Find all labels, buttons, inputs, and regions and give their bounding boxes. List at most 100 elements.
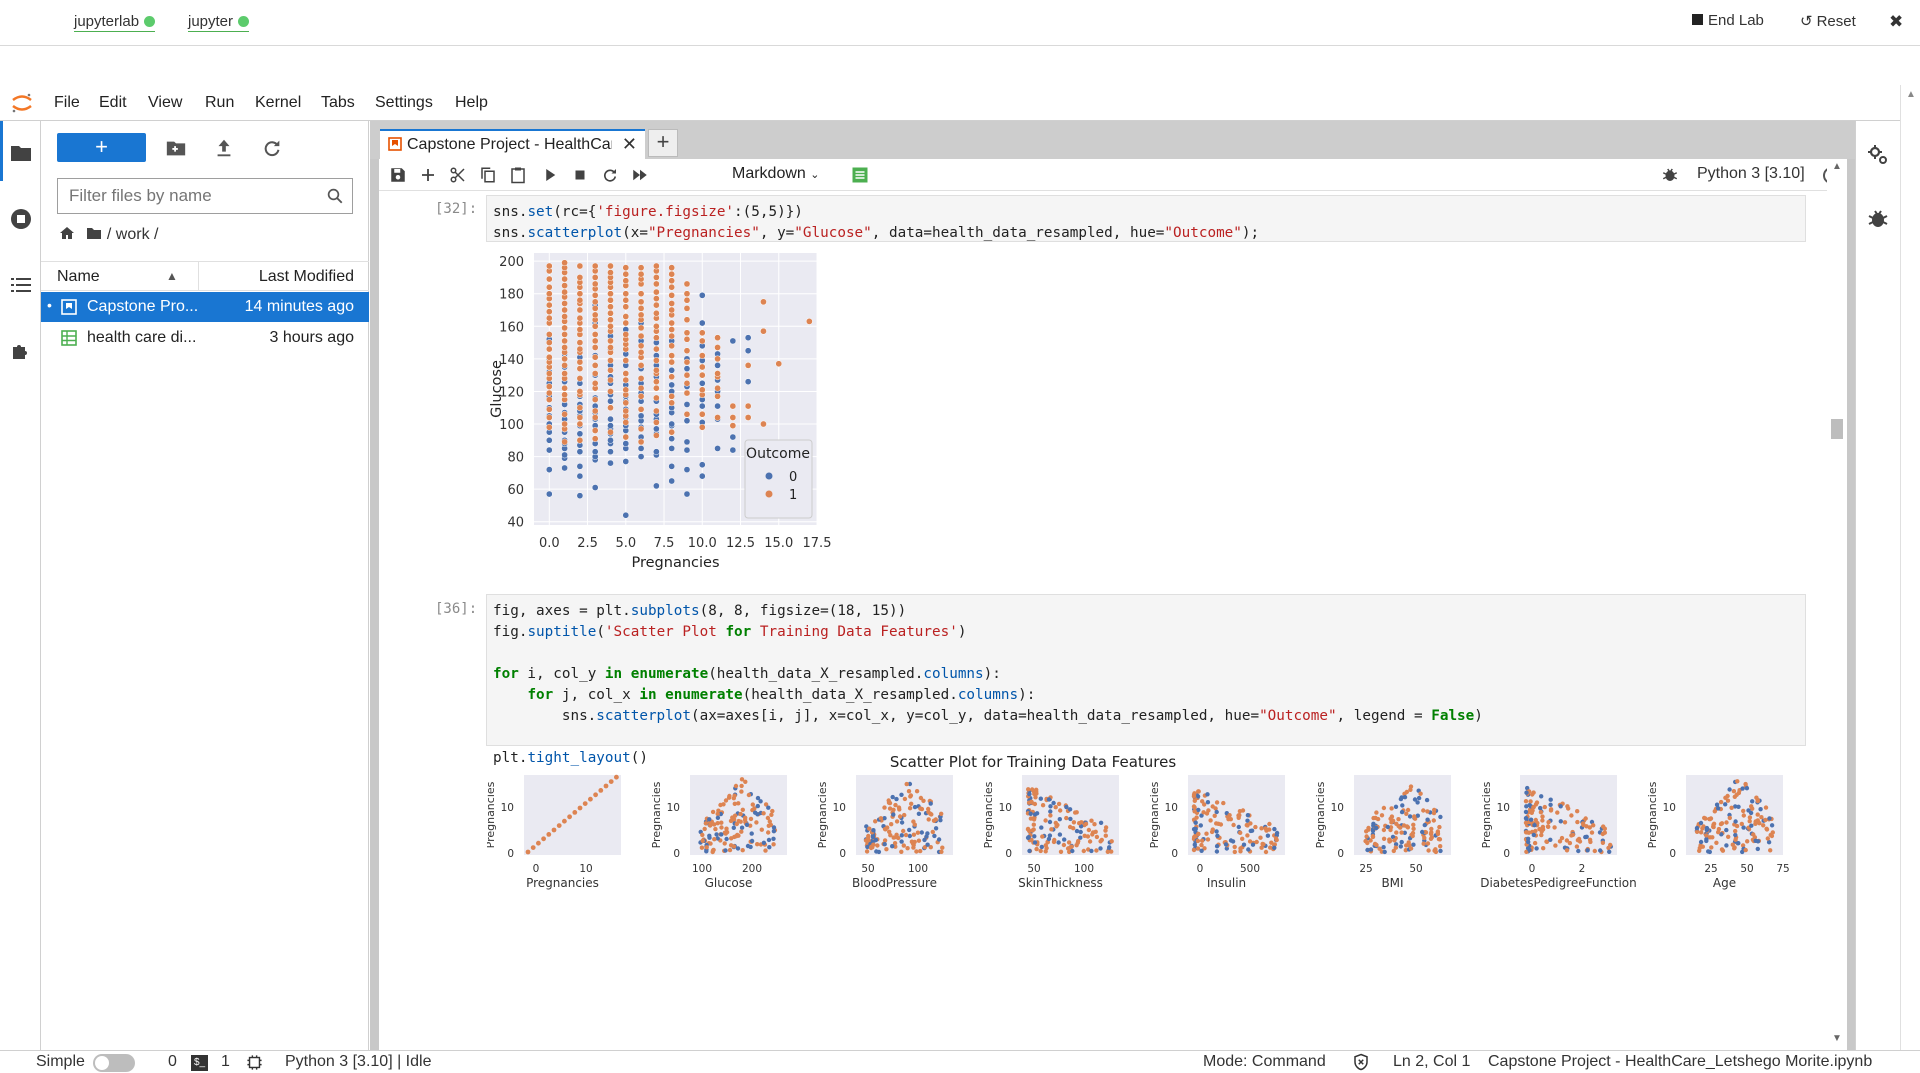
menu-tabs[interactable]: Tabs bbox=[321, 94, 355, 111]
subplot-point bbox=[1435, 829, 1441, 834]
add-cell-icon[interactable] bbox=[419, 166, 437, 184]
subplot-y-tick: 10 bbox=[1663, 802, 1676, 814]
data-point-outcome-1 bbox=[653, 288, 660, 296]
data-point-outcome-1 bbox=[637, 342, 645, 350]
menu-settings[interactable]: Settings bbox=[375, 94, 433, 111]
filter-files-field[interactable] bbox=[57, 178, 353, 214]
table-of-contents-icon[interactable] bbox=[9, 273, 33, 297]
new-folder-icon[interactable] bbox=[165, 137, 187, 159]
notebook-scrollbar[interactable]: ▲ ▼ bbox=[1827, 159, 1847, 1050]
subplot-point bbox=[918, 848, 923, 854]
data-point-outcome-1 bbox=[668, 270, 676, 278]
trusted-shield-icon[interactable] bbox=[1352, 1053, 1370, 1071]
data-point-outcome-1 bbox=[607, 316, 614, 324]
menu-edit[interactable]: Edit bbox=[99, 94, 127, 111]
breadcrumb-path[interactable]: / work / bbox=[106, 226, 159, 243]
subplot-point bbox=[871, 842, 876, 847]
filter-input[interactable] bbox=[58, 179, 308, 213]
kernel-name[interactable]: Python 3 [3.10] bbox=[1697, 165, 1805, 182]
code-line: plt.tight_layout() bbox=[493, 750, 648, 766]
code-cell[interactable]: fig, axes = plt.subplots(8, 8, figsize=(… bbox=[486, 594, 1806, 766]
scrollbar-thumb[interactable] bbox=[1831, 419, 1843, 439]
subplot-point bbox=[1094, 834, 1100, 840]
property-inspector-icon[interactable] bbox=[851, 166, 869, 184]
subplot-point bbox=[1548, 837, 1553, 842]
subplot-point bbox=[755, 795, 761, 801]
subplot-point bbox=[1214, 844, 1220, 849]
subplot-point bbox=[1374, 825, 1379, 831]
subplot-point bbox=[921, 798, 926, 803]
terminal-count[interactable]: 0 bbox=[168, 1053, 177, 1070]
subplot-point bbox=[1263, 849, 1269, 855]
data-point-outcome-1 bbox=[637, 324, 645, 332]
subplot-point bbox=[1214, 800, 1220, 805]
subplot-point bbox=[875, 843, 880, 848]
page-scrollbar[interactable]: ▲ bbox=[1900, 85, 1920, 1050]
subplot-y-tick: 0 bbox=[673, 848, 680, 860]
running-sessions-icon[interactable] bbox=[9, 207, 33, 231]
lab-tab-jupyterlab[interactable]: jupyterlab bbox=[74, 13, 156, 32]
data-point-outcome-1 bbox=[637, 362, 645, 369]
scroll-down-icon[interactable]: ▼ bbox=[1832, 1033, 1842, 1044]
fullscreen-icon[interactable]: ✖ bbox=[1889, 12, 1904, 31]
home-icon[interactable] bbox=[59, 226, 75, 240]
kernel-status-text[interactable]: Python 3 [3.10] | Idle bbox=[285, 1053, 432, 1070]
subplot-point bbox=[1381, 836, 1387, 841]
folder-icon[interactable] bbox=[9, 141, 33, 165]
new-launcher-button[interactable]: + bbox=[57, 133, 146, 162]
debugger-bug-icon[interactable] bbox=[1866, 207, 1890, 231]
scroll-up-icon[interactable]: ▲ bbox=[1832, 161, 1842, 172]
data-point-outcome-1 bbox=[576, 339, 584, 346]
data-point-outcome-0 bbox=[729, 337, 737, 345]
data-point-outcome-0 bbox=[668, 381, 676, 389]
data-point-outcome-1 bbox=[683, 371, 691, 379]
subplot-point bbox=[1087, 839, 1093, 844]
file-row-csv[interactable]: health care di... 3 hours ago bbox=[41, 323, 369, 353]
subplot-point bbox=[1763, 817, 1768, 823]
menu-kernel[interactable]: Kernel bbox=[255, 94, 302, 111]
reset-button[interactable]: ↺ Reset bbox=[1800, 12, 1856, 30]
subplot-point bbox=[1740, 843, 1746, 848]
data-point-outcome-1 bbox=[683, 290, 691, 298]
menu-run[interactable]: Run bbox=[205, 94, 235, 111]
cell-type-dropdown[interactable]: Markdown ⌄ bbox=[732, 165, 819, 183]
tab-notebook[interactable]: Capstone Project - HealthCar ✕ bbox=[380, 129, 645, 159]
x-tick-label: 7.5 bbox=[654, 536, 675, 551]
menu-help[interactable]: Help bbox=[455, 94, 488, 111]
add-tab-button[interactable]: + bbox=[648, 129, 678, 157]
subplot-point bbox=[899, 820, 905, 825]
upload-icon[interactable] bbox=[213, 137, 235, 159]
restart-icon[interactable] bbox=[601, 166, 619, 184]
kernel-count[interactable]: 1 bbox=[221, 1053, 230, 1070]
subplot-point bbox=[712, 837, 717, 842]
copy-icon[interactable] bbox=[479, 166, 497, 184]
code-cell[interactable]: sns.set(rc={'figure.figsize':(5,5)}) sns… bbox=[486, 195, 1806, 242]
end-lab-button[interactable]: End Lab bbox=[1692, 12, 1764, 29]
subplot-y-tick: 10 bbox=[667, 802, 680, 814]
property-inspector-gears-icon[interactable] bbox=[1866, 143, 1890, 167]
save-icon[interactable] bbox=[389, 166, 407, 184]
cursor-position[interactable]: Ln 2, Col 1 bbox=[1393, 1053, 1471, 1070]
stop-icon[interactable] bbox=[571, 166, 589, 184]
paste-icon[interactable] bbox=[509, 166, 527, 184]
extension-puzzle-icon[interactable] bbox=[9, 339, 33, 363]
fast-forward-icon[interactable] bbox=[631, 166, 649, 184]
subplot-point bbox=[1246, 847, 1251, 852]
subplot-point bbox=[914, 849, 919, 854]
refresh-icon[interactable] bbox=[261, 137, 283, 159]
debugger-bug-icon[interactable] bbox=[1661, 166, 1679, 184]
cut-icon[interactable] bbox=[449, 166, 467, 184]
run-icon[interactable] bbox=[541, 166, 559, 184]
simple-mode-toggle[interactable] bbox=[93, 1054, 135, 1072]
data-point-outcome-1 bbox=[561, 313, 568, 320]
lab-tab-jupyter[interactable]: jupyter bbox=[188, 13, 250, 32]
menu-view[interactable]: View bbox=[148, 94, 183, 111]
toggle-knob bbox=[95, 1056, 109, 1070]
notebook-mode[interactable]: Mode: Command bbox=[1203, 1053, 1326, 1070]
scroll-up-icon[interactable]: ▲ bbox=[1906, 89, 1916, 100]
column-name[interactable]: Name bbox=[57, 268, 100, 285]
close-icon[interactable]: ✕ bbox=[621, 134, 637, 154]
column-last-modified[interactable]: Last Modified bbox=[258, 268, 354, 285]
file-row-notebook[interactable]: • Capstone Pro... 14 minutes ago bbox=[41, 292, 369, 322]
menu-file[interactable]: File bbox=[54, 94, 80, 111]
